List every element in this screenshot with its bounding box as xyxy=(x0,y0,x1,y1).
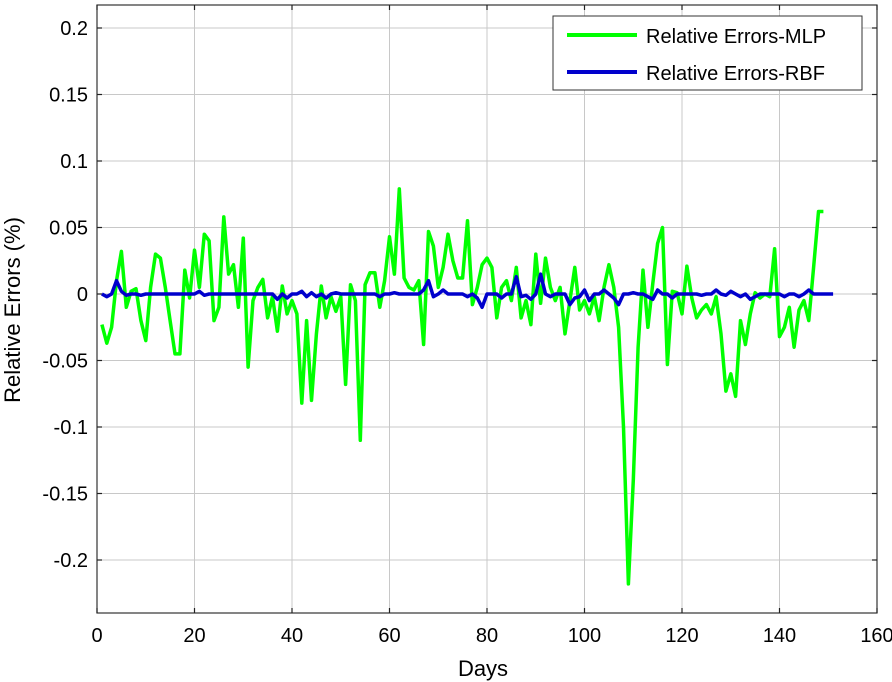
series-line-rbf xyxy=(101,272,834,310)
x-axis-title: Days xyxy=(458,656,508,681)
y-tick-label: -0.2 xyxy=(54,550,88,572)
x-tick-label: 60 xyxy=(378,625,400,647)
data-series xyxy=(100,187,834,586)
y-tick-label: -0.05 xyxy=(42,351,88,373)
axis-ticks xyxy=(96,5,878,613)
y-tick-labels: 0.2 0.15 0.1 0.05 0 -0.05 -0.1 -0.15 -0.2 xyxy=(42,18,88,572)
y-tick-label: 0.15 xyxy=(49,85,88,107)
x-tick-label: 0 xyxy=(91,625,102,647)
y-axis-title: Relative Errors (%) xyxy=(0,217,25,403)
x-tick-label: 120 xyxy=(665,625,698,647)
legend-label-rbf: Relative Errors-RBF xyxy=(646,63,825,85)
y-tick-label: -0.1 xyxy=(54,417,88,439)
x-tick-label: 20 xyxy=(183,625,205,647)
x-tick-label: 80 xyxy=(476,625,498,647)
series-line-mlp xyxy=(100,187,824,586)
y-tick-label: 0 xyxy=(77,284,88,306)
legend: Relative Errors-MLP Relative Errors-RBF xyxy=(552,15,863,91)
x-tick-label: 40 xyxy=(281,625,303,647)
y-tick-label: 0.2 xyxy=(60,18,88,40)
x-tick-labels: 0 20 40 60 80 100 120 140 160 xyxy=(91,625,892,647)
x-tick-label: 160 xyxy=(860,625,892,647)
y-tick-label: 0.1 xyxy=(60,151,88,173)
plot-area xyxy=(96,4,878,614)
x-tick-label: 100 xyxy=(568,625,601,647)
y-tick-label: -0.15 xyxy=(42,484,88,506)
legend-label-mlp: Relative Errors-MLP xyxy=(646,26,826,48)
y-tick-label: 0.05 xyxy=(49,218,88,240)
x-tick-label: 140 xyxy=(763,625,796,647)
legend-box xyxy=(552,15,863,91)
